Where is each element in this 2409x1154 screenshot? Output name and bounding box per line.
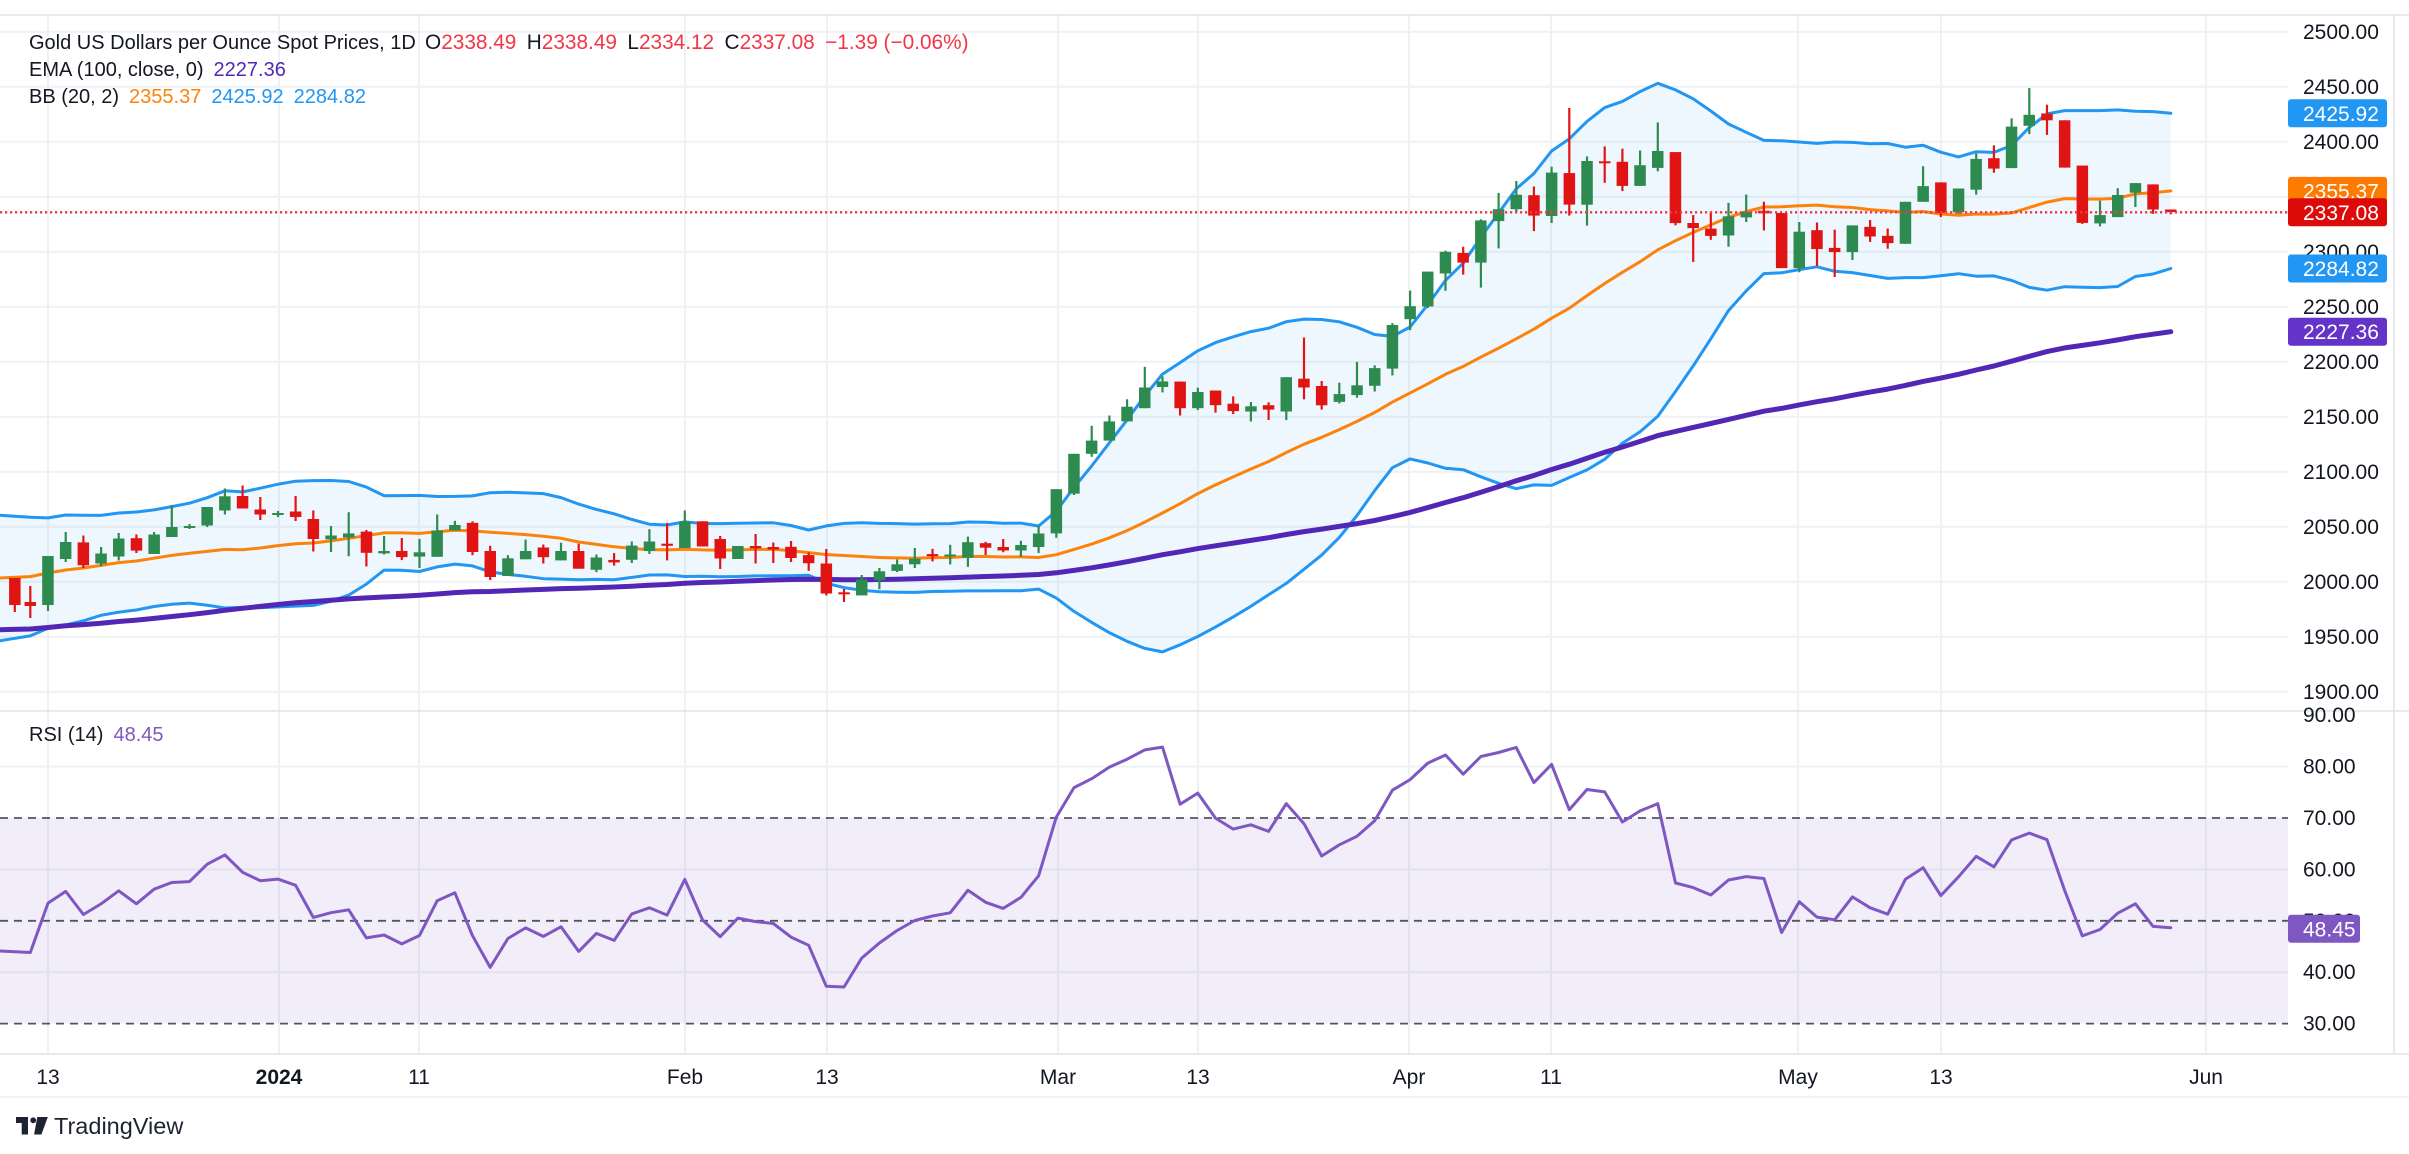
- svg-text:90.00: 90.00: [2303, 704, 2356, 727]
- svg-text:60.00: 60.00: [2303, 858, 2356, 881]
- svg-text:2050.00: 2050.00: [2303, 516, 2379, 539]
- svg-text:13: 13: [1186, 1066, 1209, 1089]
- svg-text:11: 11: [1540, 1066, 1562, 1089]
- svg-text:13: 13: [36, 1066, 59, 1089]
- svg-text:2100.00: 2100.00: [2303, 461, 2379, 484]
- svg-text:13: 13: [815, 1066, 838, 1089]
- svg-text:2227.36: 2227.36: [2303, 321, 2379, 344]
- svg-text:2284.82: 2284.82: [2303, 258, 2379, 281]
- svg-text:2500.00: 2500.00: [2303, 21, 2379, 44]
- svg-text:1950.00: 1950.00: [2303, 626, 2379, 649]
- svg-text:1900.00: 1900.00: [2303, 681, 2379, 704]
- svg-text:2150.00: 2150.00: [2303, 406, 2379, 429]
- svg-text:2024: 2024: [256, 1066, 303, 1089]
- svg-text:Jun: Jun: [2189, 1066, 2223, 1089]
- svg-text:40.00: 40.00: [2303, 961, 2356, 984]
- svg-text:2250.00: 2250.00: [2303, 296, 2379, 319]
- svg-text:RSI (14) 48.45: RSI (14) 48.45: [29, 724, 164, 746]
- svg-text:30.00: 30.00: [2303, 1013, 2356, 1036]
- svg-text:O2338.49 H2338.49 L2334.12 C23: O2338.49 H2338.49 L2334.12 C2337.08 −1.3…: [425, 31, 969, 54]
- svg-text:2425.92: 2425.92: [2303, 103, 2379, 126]
- svg-text:13: 13: [1929, 1066, 1952, 1089]
- svg-text:2400.00: 2400.00: [2303, 131, 2379, 154]
- svg-text:48.45: 48.45: [2303, 918, 2356, 941]
- svg-text:EMA (100, close, 0) 2227.36: EMA (100, close, 0) 2227.36: [29, 59, 286, 81]
- svg-text:2450.00: 2450.00: [2303, 76, 2379, 99]
- svg-text:May: May: [1778, 1066, 1818, 1089]
- svg-text:2355.37: 2355.37: [2303, 180, 2379, 203]
- svg-text:11: 11: [408, 1066, 430, 1089]
- svg-text:Gold US Dollars per Ounce Spot: Gold US Dollars per Ounce Spot Prices, 1…: [29, 32, 416, 54]
- svg-text:2200.00: 2200.00: [2303, 351, 2379, 374]
- svg-text:TradingView: TradingView: [54, 1113, 184, 1139]
- svg-text:2000.00: 2000.00: [2303, 571, 2379, 594]
- svg-text:80.00: 80.00: [2303, 756, 2356, 779]
- svg-text:Feb: Feb: [667, 1066, 703, 1089]
- svg-text:Apr: Apr: [1393, 1066, 1426, 1089]
- svg-text:Mar: Mar: [1040, 1066, 1076, 1089]
- svg-text:70.00: 70.00: [2303, 807, 2356, 830]
- svg-text:BB (20, 2) 2355.37 2425.92 228: BB (20, 2) 2355.37 2425.92 2284.82: [29, 86, 366, 108]
- svg-text:2337.08: 2337.08: [2303, 202, 2379, 225]
